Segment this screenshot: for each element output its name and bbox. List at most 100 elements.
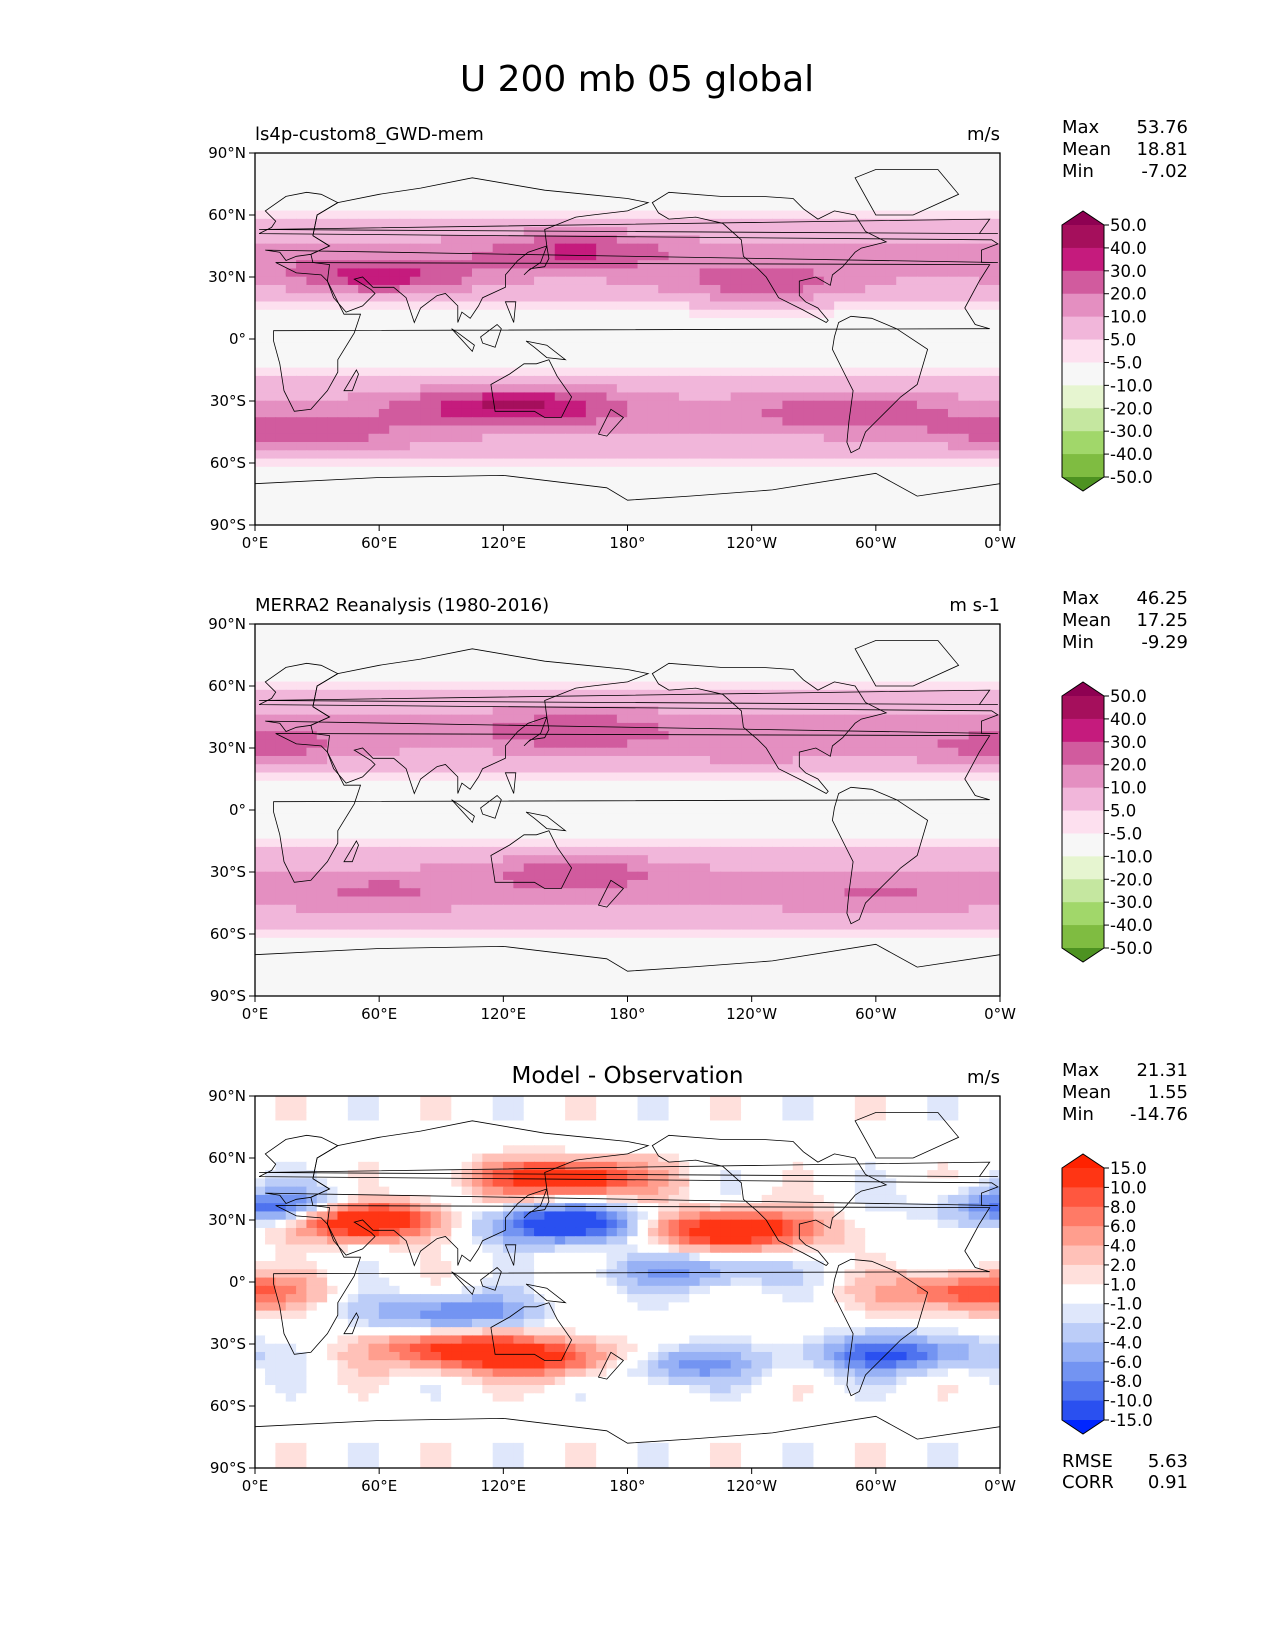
- field-cell: [358, 417, 370, 427]
- field-cell: [813, 210, 825, 220]
- field-cell: [979, 342, 991, 352]
- field-cell: [430, 640, 442, 650]
- field-cell: [896, 342, 908, 352]
- field-cell: [347, 160, 359, 171]
- field-cell: [523, 508, 535, 518]
- field-cell: [927, 797, 939, 807]
- field-cell: [709, 673, 722, 683]
- field-cell: [937, 747, 949, 757]
- field-cell: [709, 640, 722, 650]
- field-cell: [440, 251, 453, 261]
- field-cell: [709, 177, 722, 187]
- field-cell: [699, 326, 711, 336]
- field-cell: [947, 739, 960, 749]
- field-cell: [358, 466, 370, 476]
- field-cell: [399, 805, 411, 815]
- field-cell: [347, 251, 359, 261]
- field-cell: [544, 722, 556, 732]
- field-cell: [678, 309, 691, 319]
- field-cell: [979, 284, 991, 295]
- field-cell: [616, 243, 628, 253]
- field-cell: [275, 483, 287, 493]
- field-cell: [440, 169, 453, 179]
- field-cell: [803, 400, 815, 410]
- field-cell: [482, 466, 494, 476]
- field-cell: [378, 665, 391, 675]
- field-cell: [565, 276, 577, 286]
- field-cell: [337, 458, 349, 468]
- field-cell: [409, 491, 422, 501]
- field-cell: [741, 334, 753, 344]
- field-cell: [916, 185, 929, 195]
- field-cell: [255, 780, 266, 790]
- field-cell: [989, 351, 1000, 361]
- field-cell: [730, 797, 742, 807]
- field-cell: [813, 417, 825, 427]
- field-cell: [647, 665, 660, 675]
- field-cell: [689, 400, 701, 410]
- field-cell: [492, 384, 504, 394]
- field-cell: [823, 631, 835, 642]
- field-cell: [916, 483, 929, 493]
- field-cell: [482, 450, 494, 460]
- field-cell: [420, 739, 432, 749]
- field-cell: [482, 772, 494, 782]
- field-cell: [534, 400, 546, 410]
- field-cell: [265, 194, 277, 204]
- field-cell: [720, 260, 732, 270]
- field-cell: [440, 202, 453, 212]
- field-cell: [896, 235, 908, 245]
- field-cell: [534, 722, 546, 732]
- field-cell: [627, 516, 639, 525]
- field-cell: [699, 433, 711, 443]
- field-cell: [916, 491, 929, 501]
- field-cell: [958, 714, 970, 724]
- field-cell: [430, 665, 442, 675]
- x-tick-label: 0°W: [984, 534, 1016, 552]
- field-cell: [958, 326, 970, 336]
- field-cell: [513, 656, 525, 666]
- field-cell: [720, 483, 732, 493]
- field-cell: [347, 210, 359, 220]
- field-cell: [492, 433, 504, 443]
- field-cell: [420, 309, 432, 319]
- field-cell: [813, 227, 825, 237]
- field-cell: [720, 227, 732, 237]
- field-cell: [409, 153, 422, 162]
- field-cell: [761, 681, 773, 691]
- stat-value: -7.02: [1141, 161, 1188, 182]
- field-cell: [947, 681, 960, 691]
- field-cell: [575, 284, 587, 295]
- field-cell: [544, 698, 556, 708]
- field-cell: [782, 342, 794, 352]
- field-cell: [616, 359, 628, 369]
- field-cell: [347, 194, 359, 204]
- field-cell: [544, 284, 556, 295]
- field-cell: [772, 442, 784, 452]
- field-cell: [709, 780, 722, 790]
- field-cell: [947, 392, 960, 402]
- field-cell: [761, 326, 773, 336]
- field-cell: [492, 202, 504, 212]
- field-cell: [906, 450, 918, 460]
- field-cell: [844, 309, 856, 319]
- field-cell: [709, 260, 722, 270]
- field-cell: [316, 351, 328, 361]
- field-cell: [275, 624, 287, 633]
- field-cell: [265, 243, 277, 253]
- field-cell: [699, 417, 711, 427]
- field-cell: [554, 665, 566, 675]
- field-cell: [844, 747, 856, 757]
- field-cell: [699, 318, 711, 328]
- field-cell: [409, 689, 422, 699]
- field-cell: [834, 466, 846, 476]
- field-cell: [792, 483, 804, 493]
- field-cell: [399, 442, 411, 452]
- field-cell: [689, 772, 701, 782]
- field-cell: [896, 408, 908, 419]
- field-cell: [699, 499, 711, 509]
- field-cell: [751, 805, 763, 815]
- field-cell: [471, 772, 484, 782]
- field-cell: [347, 235, 359, 245]
- field-cell: [834, 689, 846, 699]
